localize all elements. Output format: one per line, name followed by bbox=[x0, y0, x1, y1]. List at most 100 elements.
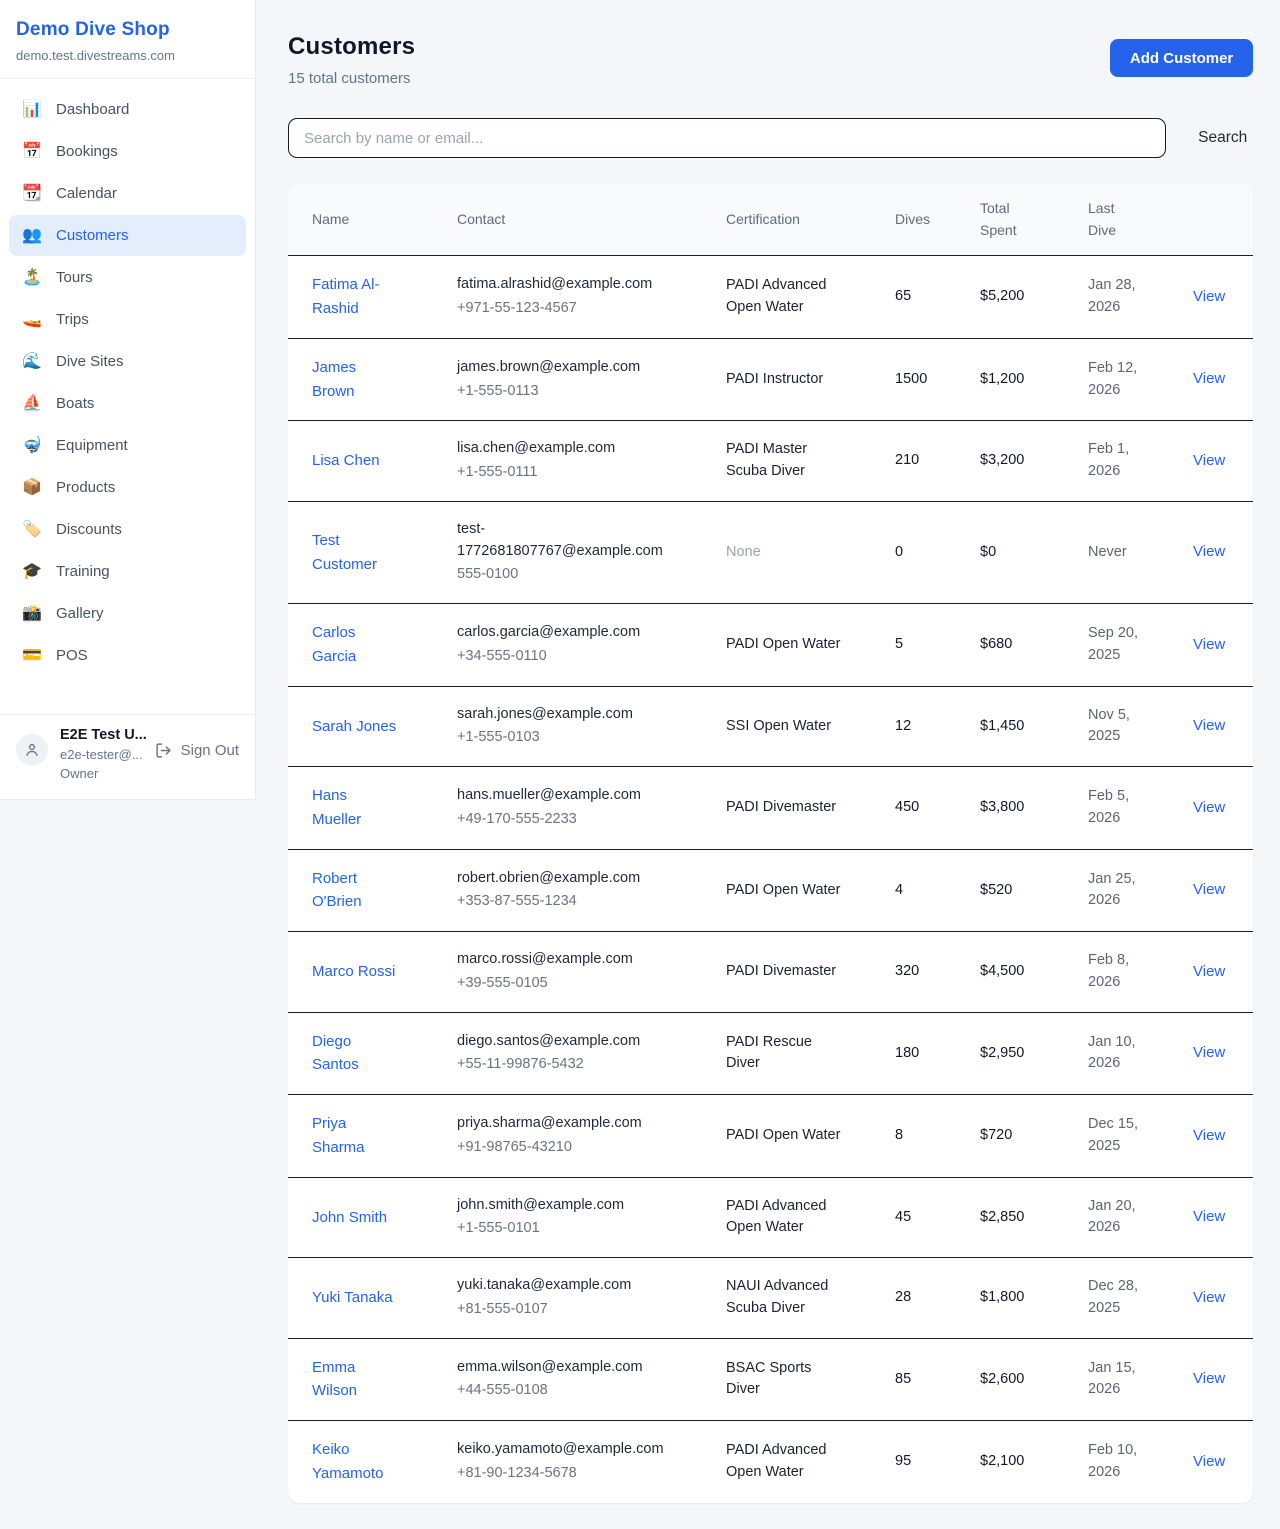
customer-name-link[interactable]: John Smith bbox=[312, 1208, 388, 1226]
customer-name-link[interactable]: Robert O'Brien bbox=[312, 869, 362, 911]
view-link[interactable]: View bbox=[1193, 1370, 1226, 1387]
column-header-dives: Dives bbox=[895, 210, 931, 227]
total-spent-cell: $2,100 bbox=[980, 1453, 1025, 1469]
certification-cell: PADI Open Water bbox=[726, 1127, 841, 1143]
last-dive-cell: Feb 10, 2026 bbox=[1088, 1442, 1138, 1480]
view-link[interactable]: View bbox=[1193, 798, 1226, 816]
certification-cell: NAUI Advanced Scuba Diver bbox=[726, 1278, 829, 1316]
island-icon: 🏝️ bbox=[22, 268, 42, 286]
customer-name-link[interactable]: Test Customer bbox=[312, 531, 378, 573]
sign-out-label: Sign Out bbox=[180, 742, 239, 759]
column-header-name: Name bbox=[312, 210, 350, 227]
last-dive-cell: Never bbox=[1088, 543, 1127, 560]
view-link[interactable]: View bbox=[1193, 1126, 1226, 1144]
last-dive-cell: Nov 5, 2025 bbox=[1088, 706, 1130, 745]
table-row: Robert O'Brien robert.obrien@example.com… bbox=[288, 850, 1254, 933]
last-dive-cell: Feb 1, 2026 bbox=[1088, 441, 1130, 480]
contact-cell: carlos.garcia@example.com +34-555-0110 bbox=[433, 605, 702, 685]
sidebar-item-discounts[interactable]: 🏷️ Discounts bbox=[22, 520, 122, 538]
user-role: Owner bbox=[60, 766, 99, 781]
sidebar-item-calendar[interactable]: 📆 Calendar bbox=[22, 184, 117, 202]
contact-cell: emma.wilson@example.com +44-555-0108 bbox=[433, 1340, 702, 1420]
customer-name-link[interactable]: Diego Santos bbox=[312, 1032, 359, 1074]
customer-email: lisa.chen@example.com bbox=[457, 440, 616, 457]
view-link[interactable]: View bbox=[1193, 543, 1226, 561]
dives-cell: 95 bbox=[895, 1453, 912, 1469]
view-link[interactable]: View bbox=[1193, 451, 1226, 469]
sidebar-item-trips[interactable]: 🚤 Trips bbox=[22, 310, 89, 328]
sidebar-item-training[interactable]: 🎓 Training bbox=[22, 562, 110, 580]
sidebar-header: Demo Dive Shop demo.test.divestreams.com bbox=[0, 0, 255, 79]
sidebar-item-dive-sites[interactable]: 🌊 Dive Sites bbox=[22, 352, 124, 370]
search-button[interactable]: Search bbox=[1192, 125, 1253, 151]
certification-cell: PADI Open Water bbox=[726, 636, 841, 652]
view-link[interactable]: View bbox=[1193, 1044, 1226, 1061]
customer-email: hans.mueller@example.com bbox=[457, 787, 641, 804]
customer-name-link[interactable]: Carlos Garcia bbox=[312, 624, 357, 665]
user-info: E2E Test U... e2e-tester@... Owner bbox=[60, 727, 147, 781]
sidebar-item-customers[interactable]: 👥 Customers bbox=[9, 215, 246, 256]
sidebar-item-equipment[interactable]: 🤿 Equipment bbox=[22, 436, 128, 454]
sidebar-item-dashboard[interactable]: 📊 Dashboard bbox=[22, 100, 130, 118]
certification-cell: SSI Open Water bbox=[726, 717, 832, 734]
table-row: Fatima Al-Rashid fatima.alrashid@example… bbox=[288, 256, 1254, 339]
customer-name-link[interactable]: Emma Wilson bbox=[312, 1358, 358, 1400]
column-header-actions bbox=[1169, 184, 1253, 255]
view-link[interactable]: View bbox=[1193, 287, 1226, 305]
credit-card-icon: 💳 bbox=[22, 646, 42, 664]
customer-name-link[interactable]: Yuki Tanaka bbox=[312, 1289, 393, 1306]
shop-name[interactable]: Demo Dive Shop bbox=[16, 19, 170, 40]
speedboat-icon: 🚤 bbox=[22, 310, 42, 328]
customer-phone: +49-170-555-2233 bbox=[457, 810, 577, 827]
last-dive-cell: Jan 20, 2026 bbox=[1088, 1197, 1136, 1236]
customer-name-link[interactable]: Sarah Jones bbox=[312, 717, 397, 735]
avatar bbox=[16, 734, 48, 766]
user-icon bbox=[26, 743, 38, 756]
sidebar-item-gallery[interactable]: 📸 Gallery bbox=[22, 604, 104, 622]
sidebar-item-products[interactable]: 📦 Products bbox=[22, 478, 116, 496]
sidebar: Demo Dive Shop demo.test.divestreams.com… bbox=[0, 0, 256, 800]
view-link[interactable]: View bbox=[1193, 635, 1226, 653]
view-link[interactable]: View bbox=[1193, 962, 1226, 980]
table-row: John Smith john.smith@example.com +1-555… bbox=[288, 1178, 1254, 1259]
wave-icon: 🌊 bbox=[22, 352, 42, 370]
page-header: Customers 15 total customers Add Custome… bbox=[288, 33, 1254, 87]
view-link[interactable]: View bbox=[1193, 1288, 1226, 1306]
contact-cell: sarah.jones@example.com +1-555-0103 bbox=[433, 687, 702, 767]
customer-email: carlos.garcia@example.com bbox=[457, 624, 641, 641]
customer-name-link[interactable]: Hans Mueller bbox=[312, 787, 362, 828]
sidebar-item-bookings[interactable]: 📅 Bookings bbox=[22, 142, 118, 160]
customer-name-link[interactable]: Fatima Al-Rashid bbox=[312, 276, 380, 318]
customer-name-link[interactable]: James Brown bbox=[312, 358, 357, 400]
view-link[interactable]: View bbox=[1193, 370, 1226, 388]
sign-out-button[interactable]: Sign Out bbox=[155, 742, 239, 759]
add-customer-button[interactable]: Add Customer bbox=[1109, 39, 1254, 77]
table-row: Sarah Jones sarah.jones@example.com +1-5… bbox=[288, 687, 1254, 768]
sidebar-item-tours[interactable]: 🏝️ Tours bbox=[22, 268, 93, 286]
table-row: Lisa Chen lisa.chen@example.com +1-555-0… bbox=[288, 421, 1254, 502]
view-link[interactable]: View bbox=[1193, 881, 1226, 898]
contact-cell: james.brown@example.com +1-555-0113 bbox=[433, 340, 702, 420]
certification-cell: PADI Master Scuba Diver bbox=[726, 441, 808, 480]
customer-email: robert.obrien@example.com bbox=[457, 869, 641, 886]
table-header-row: Name Contact Certification Dives Total Spent… bbox=[288, 184, 1254, 257]
column-header-certification: Certification bbox=[726, 210, 800, 227]
last-dive-cell: Jan 28, 2026 bbox=[1088, 277, 1136, 316]
customer-name-link[interactable]: Priya Sharma bbox=[312, 1115, 365, 1156]
sidebar-item-pos[interactable]: 💳 POS bbox=[22, 646, 88, 664]
contact-cell: test-1772681807767@example.com 555-0100 bbox=[433, 502, 702, 603]
view-link[interactable]: View bbox=[1193, 1208, 1226, 1225]
customer-name-link[interactable]: Marco Rossi bbox=[312, 963, 396, 980]
table-row: James Brown james.brown@example.com +1-5… bbox=[288, 339, 1254, 422]
certification-cell: PADI Advanced Open Water bbox=[726, 1442, 827, 1480]
last-dive-cell: Feb 5, 2026 bbox=[1088, 788, 1130, 826]
customer-email: emma.wilson@example.com bbox=[457, 1358, 643, 1375]
total-spent-cell: $5,200 bbox=[980, 288, 1025, 305]
customer-name-link[interactable]: Keiko Yamamoto bbox=[312, 1441, 384, 1482]
customer-name-link[interactable]: Lisa Chen bbox=[312, 452, 380, 470]
sidebar-item-boats[interactable]: ⛵ Boats bbox=[22, 394, 95, 412]
search-input[interactable] bbox=[288, 118, 1167, 158]
view-link[interactable]: View bbox=[1193, 1452, 1226, 1470]
dives-cell: 65 bbox=[895, 288, 912, 305]
view-link[interactable]: View bbox=[1193, 717, 1226, 734]
